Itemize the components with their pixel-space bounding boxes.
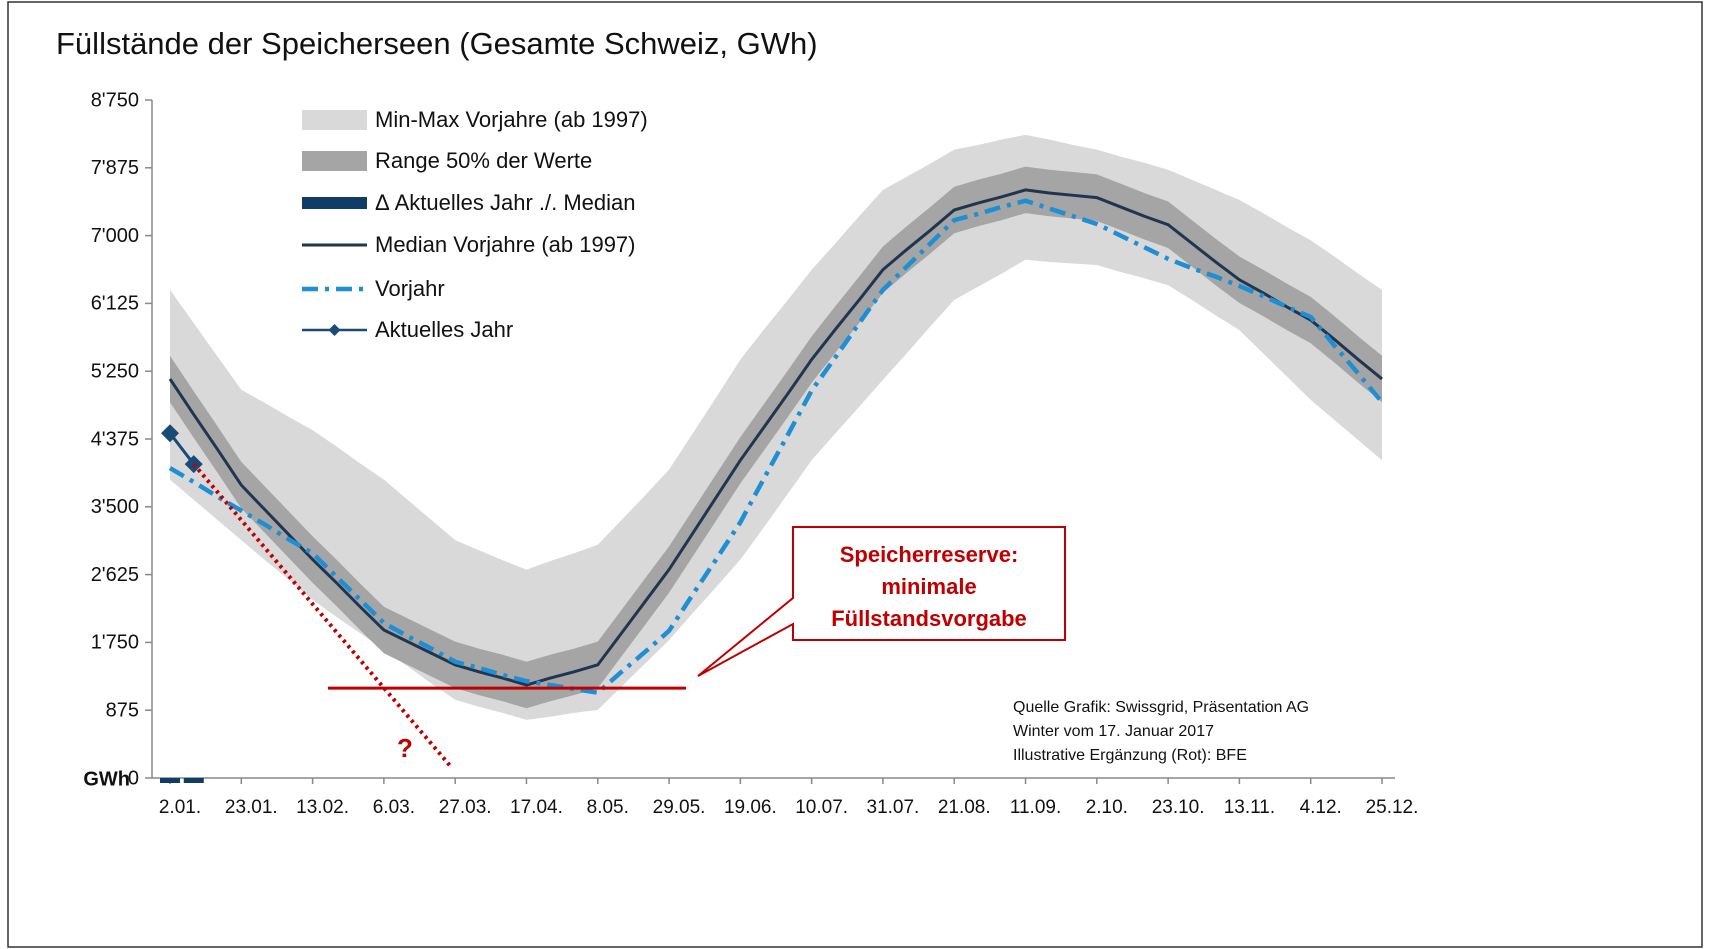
x-tick-label: 21.08. — [938, 797, 991, 818]
legend-swatch — [302, 151, 367, 171]
legend-swatch — [302, 197, 367, 209]
source-note: Illustrative Ergänzung (Rot): BFE — [1013, 747, 1247, 764]
chart-title: Füllstände der Speicherseen (Gesamte Sch… — [56, 26, 818, 61]
delta-bar — [160, 778, 180, 783]
source-note: Quelle Grafik: Swissgrid, Präsentation A… — [1013, 699, 1309, 716]
x-tick-label: 11.09. — [1010, 797, 1061, 818]
y-tick-label: 1'750 — [91, 632, 139, 654]
legend-label: Min-Max Vorjahre (ab 1997) — [375, 107, 648, 132]
callout-text: Füllstandsvorgabe — [831, 606, 1027, 631]
x-tick-label: 25.12. — [1366, 797, 1419, 818]
legend-swatch-marker — [328, 324, 341, 336]
x-tick-label: 2.01. — [159, 797, 201, 818]
legend-label: Δ Aktuelles Jahr ./. Median — [375, 190, 636, 215]
y-tick-label: 6'125 — [91, 293, 139, 315]
y-tick-label: 8'750 — [91, 89, 139, 111]
y-tick-label: 4'375 — [91, 428, 139, 450]
question-mark: ? — [397, 733, 413, 763]
x-tick-label: 29.05. — [653, 797, 706, 818]
y-tick-label: 7'875 — [91, 157, 139, 179]
x-tick-label: 6.03. — [373, 797, 415, 818]
legend-label: Median Vorjahre (ab 1997) — [375, 232, 636, 257]
x-tick-label: 31.07. — [867, 797, 920, 818]
y-tick-label: 875 — [106, 699, 139, 721]
current-line — [168, 432, 195, 466]
source-note: Winter vom 17. Januar 2017 — [1013, 723, 1214, 740]
x-tick-label: 27.03. — [439, 797, 492, 818]
x-tick-label: 23.01. — [225, 797, 278, 818]
x-tick-label: 10.07. — [795, 797, 848, 818]
callout-text: minimale — [881, 574, 976, 599]
x-tick-label: 13.02. — [296, 797, 349, 818]
vorjahr-line — [168, 198, 1384, 696]
y-tick-label: 5'250 — [91, 360, 139, 382]
legend-label: Vorjahr — [375, 276, 445, 301]
legend-label: Range 50% der Werte — [375, 148, 592, 173]
y-tick-label: 3'500 — [91, 496, 139, 518]
x-tick-label: 4.12. — [1300, 797, 1342, 818]
delta-bar — [183, 778, 204, 783]
y-tick-label: 2'625 — [91, 564, 139, 586]
callout-text: Speicherreserve: — [840, 542, 1019, 567]
legend-label: Aktuelles Jahr — [375, 317, 513, 342]
x-tick-label: 19.06. — [724, 797, 777, 818]
x-tick-label: 8.05. — [587, 797, 629, 818]
y-axis-label: GWh — [83, 768, 130, 790]
y-tick-label: 0 — [128, 767, 139, 789]
x-tick-label: 2.10. — [1086, 797, 1128, 818]
callout — [697, 526, 1066, 677]
median-line — [168, 188, 1383, 687]
current-marker — [161, 424, 179, 443]
y-tick-label: 7'000 — [91, 225, 139, 247]
x-tick-label: 17.04. — [510, 797, 563, 818]
legend-swatch — [302, 110, 367, 130]
x-tick-label: 23.10. — [1152, 797, 1205, 818]
x-tick-label: 13.11. — [1224, 797, 1275, 818]
